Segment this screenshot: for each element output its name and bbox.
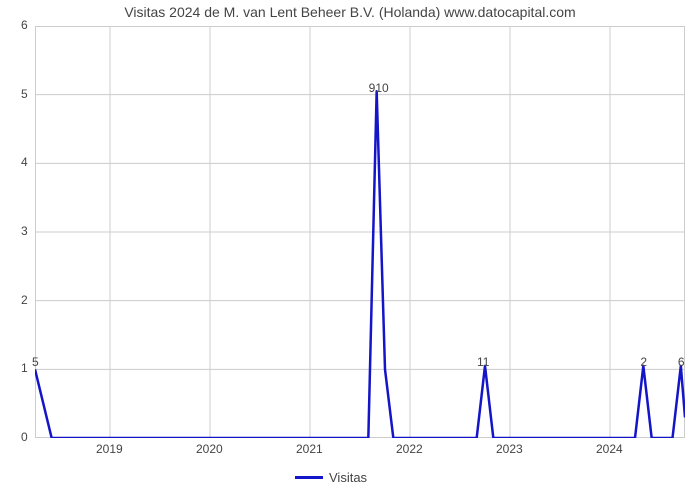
visitas-line <box>35 91 685 438</box>
y-tick-label: 2 <box>21 293 28 307</box>
y-tick-label: 4 <box>21 155 28 169</box>
value-label: 910 <box>369 81 389 95</box>
y-tick-label: 6 <box>21 18 28 32</box>
value-label: 11 <box>477 355 489 369</box>
chart-title: Visitas 2024 de M. van Lent Beheer B.V. … <box>0 4 700 20</box>
x-tick-label: 2022 <box>396 442 423 456</box>
y-tick-label: 0 <box>21 430 28 444</box>
x-tick-label: 2023 <box>496 442 523 456</box>
y-tick-label: 3 <box>21 224 28 238</box>
legend-label: Visitas <box>329 470 367 485</box>
x-tick-label: 2021 <box>296 442 323 456</box>
x-tick-label: 2024 <box>596 442 623 456</box>
y-tick-label: 1 <box>21 361 28 375</box>
x-tick-label: 2020 <box>196 442 223 456</box>
y-tick-label: 5 <box>21 87 28 101</box>
x-tick-label: 2019 <box>96 442 123 456</box>
legend-swatch <box>295 476 323 479</box>
legend: Visitas <box>295 470 367 485</box>
chart-container: { "chart": { "type": "line", "title": "V… <box>0 0 700 500</box>
value-label: 2 <box>640 355 647 369</box>
value-label: 5 <box>32 355 39 369</box>
chart-plot <box>35 26 685 438</box>
value-label: 6 <box>678 355 685 369</box>
